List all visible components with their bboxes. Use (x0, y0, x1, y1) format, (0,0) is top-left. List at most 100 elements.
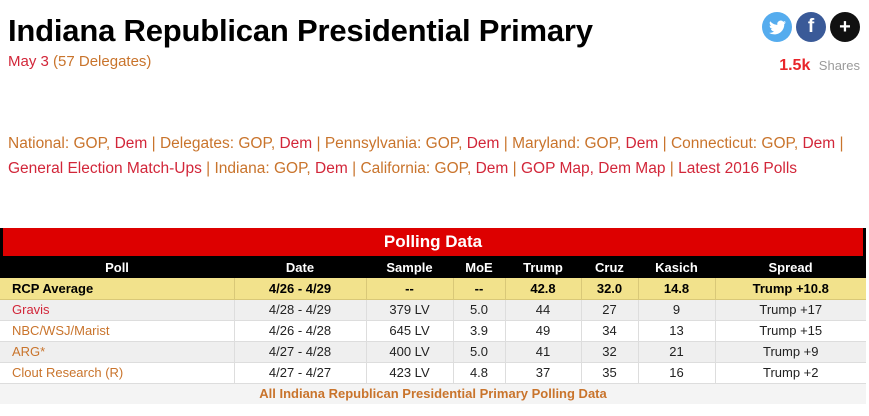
poll-link[interactable]: Gravis (12, 302, 50, 317)
poll-link[interactable]: NBC/WSJ/Marist (12, 323, 110, 338)
nav-link[interactable]: Dem (475, 160, 509, 177)
cell-kasich: 9 (638, 299, 716, 321)
facebook-share-button[interactable]: f (796, 12, 826, 42)
nav-separator: | (151, 135, 156, 152)
nav-link[interactable]: Dem (625, 135, 659, 152)
footer-cell: All Indiana Republican Presidential Prim… (0, 383, 866, 404)
delegate-count: (57 Delegates) (53, 53, 152, 70)
cell-date: 4/26 - 4/28 (234, 320, 367, 342)
cell-trump: 41 (505, 341, 582, 363)
cell-moe: 5.0 (453, 341, 506, 363)
cell-cruz: 34 (581, 320, 639, 342)
cell-trump: 37 (505, 362, 582, 384)
nav-link[interactable]: Dem (466, 135, 500, 152)
nav-link[interactable]: GOP Map, (521, 160, 594, 177)
column-header-sample: Sample (366, 256, 453, 278)
footer-row: All Indiana Republican Presidential Prim… (0, 383, 866, 404)
cell-sample: 423 LV (366, 362, 454, 384)
nav-separator: | (662, 135, 667, 152)
polling-data-table: Poll Date Sample MoE Trump Cruz Kasich Spread R… (0, 256, 866, 404)
poll-row: Gravis 4/28 - 4/29 379 LV 5.0 44 27 9 Trump +17 (0, 299, 866, 321)
cell-poll: Gravis (0, 299, 235, 321)
cell-sample: 400 LV (366, 341, 454, 363)
nav-link[interactable]: Dem (279, 135, 313, 152)
nav-link[interactable]: Dem (802, 135, 836, 152)
column-header-kasich: Kasich (638, 256, 715, 278)
cell-poll: Clout Research (R) (0, 362, 235, 384)
nav-link[interactable]: Connecticut: GOP, (670, 135, 799, 152)
nav-link[interactable]: Delegates: GOP, (159, 135, 276, 152)
cell-cruz: 27 (581, 299, 639, 321)
cell-poll: ARG* (0, 341, 235, 363)
nav-separator: | (512, 160, 517, 177)
twitter-share-button[interactable] (762, 12, 792, 42)
cell-sample: 645 LV (366, 320, 454, 342)
share-block: f + 1.5k Shares (762, 12, 860, 75)
page-header: Indiana Republican Presidential Primary … (8, 12, 648, 70)
facebook-icon: f (807, 16, 815, 37)
nav-link[interactable]: Dem (114, 135, 148, 152)
cell-moe: 5.0 (453, 299, 506, 321)
nav-link[interactable]: Maryland: GOP, (512, 135, 622, 152)
polling-table: Polling Data Poll Date Sample MoE Trump Cruz K… (0, 228, 866, 404)
nav-link[interactable]: Latest 2016 Polls (678, 160, 798, 177)
column-header-moe: MoE (453, 256, 505, 278)
table-top-border: Polling Data (0, 228, 866, 256)
cell-cruz: 35 (581, 362, 639, 384)
nav-link[interactable]: California: GOP, (360, 160, 472, 177)
nav-line: General Election Match-Ups | Indiana: GO… (8, 156, 863, 181)
cell-moe: 3.9 (453, 320, 506, 342)
cell-date: 4/26 - 4/29 (234, 278, 367, 300)
cell-spread: Trump +2 (715, 362, 866, 384)
cell-spread: Trump +15 (715, 320, 866, 342)
nav-separator: | (316, 135, 321, 152)
polling-data-title: Polling Data (3, 228, 863, 256)
poll-link[interactable]: Clout Research (R) (12, 365, 124, 380)
nav-link[interactable]: Indiana: GOP, (214, 160, 311, 177)
cell-trump: 49 (505, 320, 582, 342)
nav-link[interactable]: General Election Match-Ups (8, 160, 202, 177)
subtitle: May 3 (57 Delegates) (8, 53, 648, 70)
twitter-icon (768, 19, 786, 36)
cell-sample: -- (366, 278, 454, 300)
cell-poll: NBC/WSJ/Marist (0, 320, 235, 342)
cell-poll: RCP Average (0, 278, 235, 300)
table-body: RCP Average 4/26 - 4/29 -- -- 42.8 32.0 14.8 Tr… (0, 278, 866, 384)
column-header-trump: Trump (505, 256, 581, 278)
page-title: Indiana Republican Presidential Primary (8, 13, 593, 48)
nav-link[interactable]: Dem Map (598, 160, 666, 177)
cell-spread: Trump +17 (715, 299, 866, 321)
cell-cruz: 32.0 (581, 278, 639, 300)
cell-date: 4/27 - 4/28 (234, 341, 367, 363)
nav-link[interactable]: National: GOP, (8, 135, 111, 152)
column-header-row: Poll Date Sample MoE Trump Cruz Kasich Spread (0, 256, 866, 278)
nav-separator: | (503, 135, 508, 152)
rcp-average-row: RCP Average 4/26 - 4/29 -- -- 42.8 32.0 14.8 Tr… (0, 278, 866, 300)
primary-date: May 3 (8, 53, 49, 70)
column-header-poll: Poll (0, 256, 234, 278)
column-header-cruz: Cruz (581, 256, 638, 278)
poll-link[interactable]: ARG* (12, 344, 46, 359)
cell-kasich: 16 (638, 362, 716, 384)
cell-kasich: 21 (638, 341, 716, 363)
more-share-button[interactable]: + (830, 12, 860, 42)
cell-spread: Trump +9 (715, 341, 866, 363)
column-header-date: Date (234, 256, 366, 278)
nav-link[interactable]: Dem (315, 160, 348, 177)
cell-moe: 4.8 (453, 362, 506, 384)
nav-link[interactable]: Pennsylvania: GOP, (324, 135, 463, 152)
poll-row: ARG* 4/27 - 4/28 400 LV 5.0 41 32 21 Trump +9 (0, 341, 866, 363)
share-count-label: Shares (818, 58, 860, 73)
cell-moe: -- (453, 278, 506, 300)
all-polling-data-link[interactable]: All Indiana Republican Presidential Prim… (259, 386, 607, 402)
cell-cruz: 32 (581, 341, 639, 363)
share-count: 1.5k Shares (762, 57, 860, 75)
share-count-number: 1.5k (779, 57, 811, 74)
cell-date: 4/28 - 4/29 (234, 299, 367, 321)
nav-separator: | (352, 160, 357, 177)
cell-trump: 44 (505, 299, 582, 321)
cell-spread: Trump +10.8 (715, 278, 866, 300)
cell-kasich: 13 (638, 320, 716, 342)
cell-trump: 42.8 (505, 278, 582, 300)
